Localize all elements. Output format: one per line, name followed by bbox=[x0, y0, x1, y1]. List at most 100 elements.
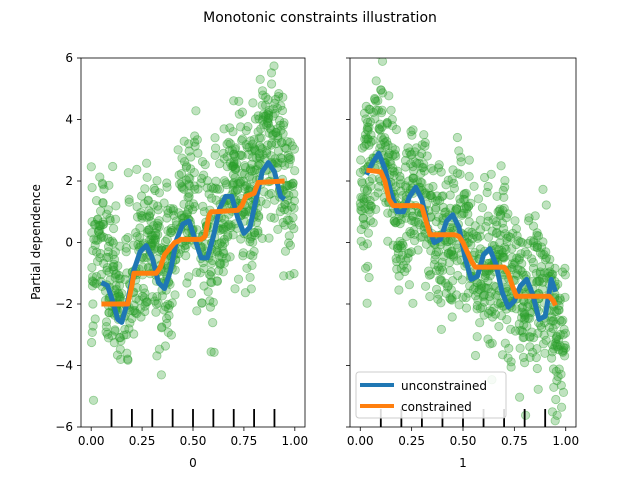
scatter-point bbox=[266, 68, 277, 78]
scatter-point bbox=[271, 158, 281, 168]
scatter-point bbox=[538, 277, 548, 287]
scatter-point bbox=[394, 271, 404, 281]
scatter-point bbox=[395, 175, 406, 185]
scatter-point bbox=[229, 157, 239, 167]
scatter-point bbox=[560, 343, 571, 353]
scatter-point bbox=[365, 104, 375, 115]
scatter-point bbox=[445, 249, 455, 259]
scatter-point bbox=[103, 333, 114, 343]
scatter-point bbox=[250, 114, 261, 124]
scatter-point bbox=[364, 199, 374, 210]
scatter-point bbox=[276, 153, 286, 163]
scatter-point bbox=[470, 350, 481, 361]
scatter-point bbox=[141, 297, 151, 308]
scatter-point bbox=[239, 176, 249, 186]
scatter-point bbox=[204, 269, 214, 280]
scatter-point bbox=[114, 270, 124, 280]
scatter-point bbox=[87, 327, 97, 337]
scatter-point bbox=[253, 111, 263, 121]
scatter-point bbox=[174, 208, 184, 218]
scatter-point bbox=[360, 220, 371, 230]
legend: unconstrained constrained bbox=[355, 371, 507, 419]
scatter-point bbox=[433, 163, 443, 173]
scatter-point bbox=[458, 292, 468, 302]
scatter-point bbox=[500, 338, 510, 348]
scatter-point bbox=[238, 134, 248, 144]
scatter-point bbox=[523, 239, 533, 249]
scatter-point bbox=[417, 163, 427, 173]
scatter-point bbox=[424, 183, 434, 193]
scatter-point bbox=[225, 139, 235, 149]
scatter-point bbox=[101, 327, 111, 337]
scatter-point bbox=[519, 357, 530, 368]
scatter-point bbox=[421, 239, 431, 249]
scatter-point bbox=[289, 268, 299, 279]
scatter-point bbox=[485, 271, 495, 281]
scatter-point bbox=[268, 129, 278, 139]
scatter-point bbox=[380, 141, 391, 151]
scatter-point bbox=[494, 245, 504, 255]
scatter-point bbox=[220, 214, 230, 224]
scatter-point bbox=[546, 353, 557, 363]
scatter-point bbox=[258, 109, 269, 119]
scatter-point bbox=[237, 168, 247, 178]
scatter-point bbox=[362, 239, 372, 249]
scatter-point bbox=[153, 230, 163, 240]
scatter-point bbox=[139, 199, 149, 209]
scatter-point bbox=[190, 131, 200, 141]
scatter-point bbox=[472, 332, 482, 342]
scatter-point bbox=[453, 270, 463, 281]
scatter-point bbox=[105, 213, 115, 223]
scatter-point bbox=[433, 294, 443, 304]
scatter-point bbox=[243, 149, 253, 159]
scatter-point bbox=[498, 205, 508, 215]
scatter-point bbox=[539, 249, 549, 260]
scatter-point bbox=[557, 267, 568, 277]
scatter-point bbox=[284, 190, 294, 201]
scatter-point bbox=[104, 180, 114, 190]
scatter-point bbox=[525, 307, 535, 317]
scatter-point bbox=[150, 296, 160, 306]
scatter-point bbox=[451, 205, 462, 215]
scatter-point bbox=[282, 180, 292, 190]
scatter-point bbox=[461, 201, 471, 211]
x-tick-label: 1.00 bbox=[281, 434, 308, 448]
scatter-point bbox=[518, 327, 528, 337]
scatter-point bbox=[400, 162, 411, 172]
scatter-point bbox=[142, 172, 152, 182]
scatter-point bbox=[436, 324, 446, 334]
scatter-point bbox=[447, 246, 457, 256]
scatter-point bbox=[555, 293, 565, 303]
scatter-point bbox=[516, 249, 526, 259]
scatter-point bbox=[115, 241, 125, 251]
scatter-point bbox=[508, 228, 518, 238]
scatter-point bbox=[517, 238, 527, 248]
scatter-point bbox=[532, 243, 542, 253]
scatter-point bbox=[280, 246, 291, 256]
scatter-point bbox=[266, 151, 276, 161]
scatter-point bbox=[400, 155, 411, 166]
scatter-point bbox=[285, 154, 295, 165]
scatter-point bbox=[484, 291, 495, 302]
scatter-point bbox=[387, 114, 397, 125]
scatter-point bbox=[404, 248, 414, 258]
scatter-point bbox=[397, 238, 407, 249]
scatter-point bbox=[109, 254, 120, 264]
scatter-point bbox=[286, 179, 296, 189]
scatter-point bbox=[289, 189, 299, 199]
scatter-point bbox=[261, 92, 271, 102]
scatter-point bbox=[432, 191, 442, 201]
scatter-point bbox=[163, 299, 173, 309]
scatter-point bbox=[245, 237, 255, 247]
scatter-point bbox=[264, 105, 274, 115]
scatter-point bbox=[90, 219, 101, 229]
scatter-point bbox=[472, 231, 482, 241]
scatter-point bbox=[221, 222, 231, 232]
scatter-point bbox=[406, 127, 416, 137]
scatter-point bbox=[479, 297, 489, 307]
scatter-point bbox=[90, 240, 100, 250]
scatter-point bbox=[254, 158, 264, 168]
scatter-point bbox=[153, 205, 163, 215]
scatter-point bbox=[545, 254, 555, 264]
scatter-point bbox=[252, 153, 262, 163]
